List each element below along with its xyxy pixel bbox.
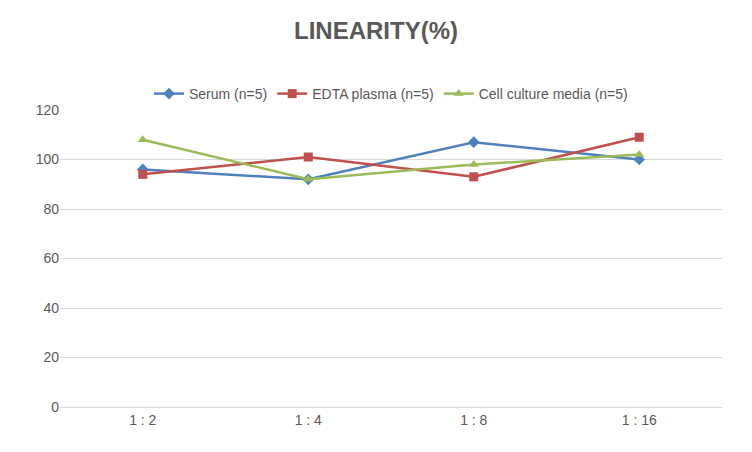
- svg-text:LINEARITY(%): LINEARITY(%): [294, 17, 458, 44]
- svg-text:Serum (n=5): Serum (n=5): [189, 86, 267, 102]
- svg-text:EDTA plasma (n=5): EDTA plasma (n=5): [312, 86, 434, 102]
- svg-text:120: 120: [36, 102, 60, 118]
- svg-text:Cell culture media (n=5): Cell culture media (n=5): [479, 86, 628, 102]
- svg-text:60: 60: [43, 250, 59, 266]
- svg-text:1 : 16: 1 : 16: [622, 412, 657, 428]
- svg-text:0: 0: [51, 399, 59, 415]
- svg-text:100: 100: [36, 151, 60, 167]
- svg-text:20: 20: [43, 349, 59, 365]
- svg-text:1 : 4: 1 : 4: [295, 412, 322, 428]
- svg-text:80: 80: [43, 201, 59, 217]
- svg-text:1 : 2: 1 : 2: [129, 412, 156, 428]
- svg-text:40: 40: [43, 300, 59, 316]
- svg-text:1 : 8: 1 : 8: [460, 412, 487, 428]
